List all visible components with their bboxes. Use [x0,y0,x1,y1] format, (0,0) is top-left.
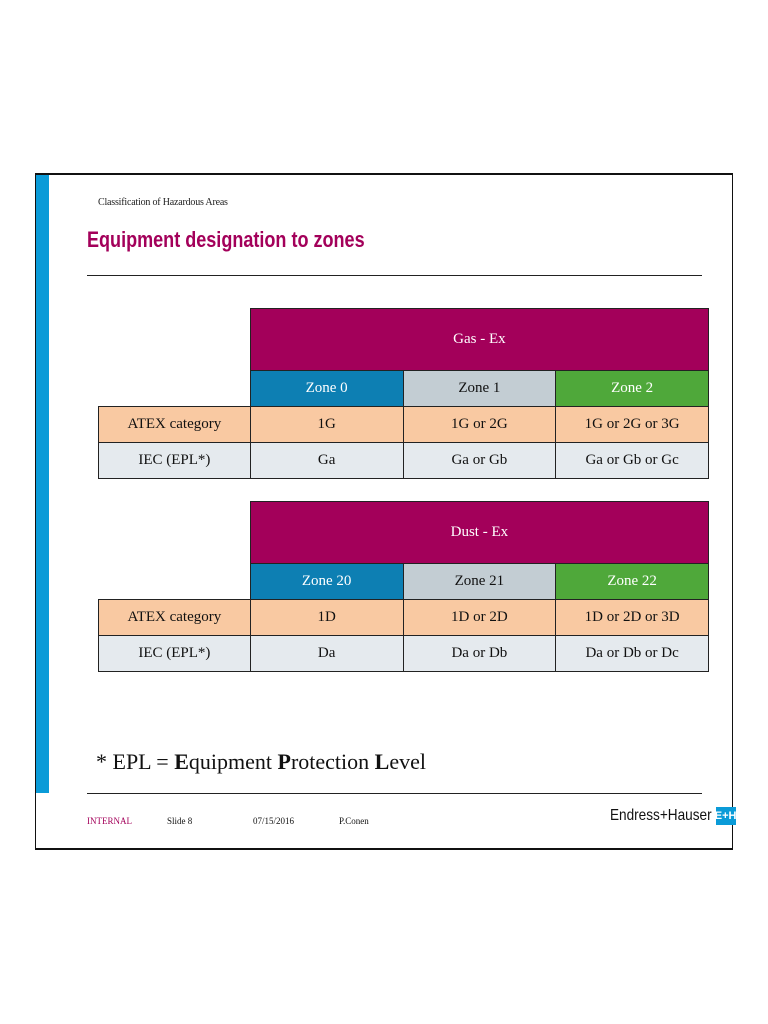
dust-ex-table: Dust - Ex Zone 20 Zone 21 Zone 22 ATEX c… [98,501,710,672]
logo-text: Endress+Hauser [609,807,712,824]
table-row: ATEX category 1D 1D or 2D 1D or 2D or 3D [98,599,709,636]
row-label: IEC (EPL*) [98,442,251,479]
table-row: IEC (EPL*) Da Da or Db Da or Db or Dc [98,635,709,672]
page-title: Equipment designation to zones [87,227,365,252]
logo-mark-icon: E+H [715,807,736,825]
table-cell: 1G or 2G or 3G [555,406,709,443]
table-cell: Da [249,635,404,672]
footnote-word-e: quipment [188,749,278,774]
dust-ex-header: Dust - Ex [249,501,710,564]
table-cell: Da or Db [402,635,557,672]
table-cell: Ga or Gb or Gc [555,442,709,479]
zone-2-header: Zone 2 [555,370,709,407]
slide: Classification of Hazardous Areas Equipm… [35,173,736,850]
footnote-initial-l: L [374,749,390,774]
table-row: ATEX category 1G 1G or 2G 1G or 2G or 3G [98,406,709,443]
gas-ex-table: Gas - Ex Zone 0 Zone 1 Zone 2 ATEX categ… [98,308,710,479]
zone-20-header: Zone 20 [249,563,404,600]
zone-21-header: Zone 21 [402,563,557,600]
company-logo: Endress+Hauser E+H [592,807,736,825]
zone-22-header: Zone 22 [555,563,709,600]
breadcrumb: Classification of Hazardous Areas [98,197,228,208]
title-divider [87,275,702,276]
footnote-word-p: rotection [290,749,375,774]
table-row: IEC (EPL*) Ga Ga or Gb Ga or Gb or Gc [98,442,709,479]
accent-bar [36,175,49,793]
slide-date: 07/15/2016 [253,816,295,826]
footnote-word-l: evel [389,749,426,774]
footnote-prefix: * EPL = [96,749,175,774]
footnote-initial-e: E [174,749,189,774]
footer-divider [87,793,702,794]
slide-author: P.Conen [339,816,369,826]
table-cell: 1D [249,599,404,636]
table-cell: 1G [249,406,404,443]
row-label: ATEX category [98,406,251,443]
table-cell: 1D or 2D [402,599,557,636]
slide-number: Slide 8 [167,816,193,826]
gas-ex-header: Gas - Ex [249,308,710,371]
row-label: IEC (EPL*) [98,635,251,672]
table-cell: 1D or 2D or 3D [555,599,709,636]
row-label: ATEX category [98,599,251,636]
table-cell: Da or Db or Dc [555,635,709,672]
epl-footnote: * EPL = Equipment Protection Level [96,749,426,775]
zone-1-header: Zone 1 [402,370,557,407]
zone-0-header: Zone 0 [249,370,404,407]
footnote-initial-p: P [277,749,291,774]
classification-label: INTERNAL [87,816,132,826]
table-cell: Ga or Gb [402,442,557,479]
table-cell: 1G or 2G [402,406,557,443]
table-cell: Ga [249,442,404,479]
